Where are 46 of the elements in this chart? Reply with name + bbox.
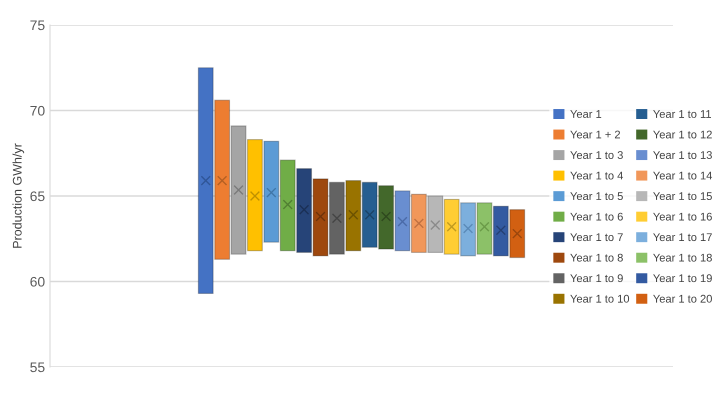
point [217,176,228,186]
y-tick-label: 65 [30,191,45,202]
legend-label: Year 1 to 6 [570,212,623,221]
legend-label: Year 1 to 16 [653,212,712,221]
point [430,220,440,230]
point [233,184,244,196]
legend-label: Year 1 to 15 [653,192,712,200]
legend-label: Year 1 to 10 [570,294,630,303]
legend-label: Year 1 to 19 [653,274,712,282]
point [315,211,326,222]
point [299,204,310,215]
y-tick-label: 60 [30,276,45,287]
legend-label: Year 1 to 20 [653,294,712,303]
legend-label: Year 1 to 18 [653,254,712,262]
y-tick-label: 75 [30,20,45,30]
y-tick-label: 70 [30,106,45,116]
legend-label: Year 1 to 11 [653,110,712,118]
point [200,176,211,186]
legend-label: Year 1 to 12 [653,130,712,138]
point [364,210,375,220]
point [512,228,522,239]
legend-label: Year 1 to 8 [570,254,623,262]
legend-label: Year 1 to 5 [570,192,623,200]
legend-label: Year 1 [570,110,602,118]
point [381,211,392,222]
legend-label: Year 1 to 4 [570,172,624,180]
legend-label: Year 1 to 9 [570,274,623,282]
legend-label: Year 1 to 14 [653,172,712,180]
point [282,199,293,210]
point [496,225,506,236]
point [397,216,408,227]
legend-label: Year 1 to 7 [570,233,623,242]
y-axis-title: Production GWh/yr [12,143,24,248]
legend-label: Year 1 + 2 [570,130,620,138]
point [414,218,424,228]
y-tick-label: 55 [30,362,45,372]
legend-label: Year 1 to 13 [653,151,712,159]
point [348,210,358,220]
point [479,222,490,232]
point [462,223,474,234]
point [446,222,457,232]
point [266,187,276,198]
legend-label: Year 1 to 17 [653,233,712,242]
legend-label: Year 1 to 3 [570,151,623,159]
point [332,213,342,224]
point [250,190,260,202]
